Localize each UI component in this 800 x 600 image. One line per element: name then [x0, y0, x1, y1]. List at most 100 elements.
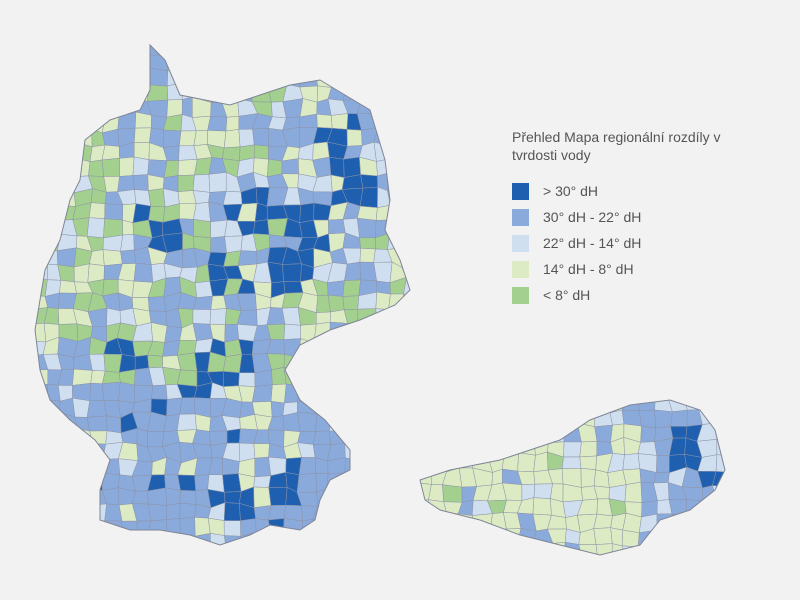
region — [344, 400, 364, 415]
region — [372, 446, 392, 463]
region — [237, 85, 253, 102]
region — [251, 68, 272, 86]
region — [60, 68, 79, 89]
region — [375, 204, 393, 221]
region — [296, 473, 317, 493]
region — [44, 501, 64, 523]
region — [622, 512, 642, 534]
region — [402, 504, 410, 519]
region — [104, 203, 124, 221]
region — [389, 502, 407, 524]
region — [372, 519, 391, 539]
region — [267, 45, 289, 55]
region — [222, 191, 243, 206]
region — [282, 52, 303, 71]
region — [223, 520, 241, 537]
region — [472, 437, 489, 456]
region — [388, 340, 408, 358]
region — [42, 460, 61, 475]
region — [361, 354, 377, 373]
region — [406, 353, 410, 373]
region — [282, 263, 302, 282]
region — [404, 45, 410, 57]
region — [316, 113, 333, 129]
region — [74, 45, 92, 58]
region — [194, 338, 214, 353]
region — [344, 501, 363, 520]
region — [358, 446, 375, 462]
region — [356, 205, 378, 221]
region — [343, 370, 363, 385]
region — [561, 456, 582, 469]
region — [344, 457, 363, 478]
legend-label: > 30° dH — [543, 183, 599, 199]
region — [299, 70, 318, 88]
region — [223, 502, 241, 521]
region — [254, 51, 272, 71]
region — [46, 399, 61, 414]
region — [194, 533, 211, 545]
region — [86, 400, 108, 418]
region — [119, 520, 139, 538]
region — [357, 533, 378, 545]
region — [313, 321, 331, 344]
region — [593, 527, 613, 545]
region — [103, 176, 120, 193]
region — [387, 54, 409, 72]
region — [177, 352, 198, 372]
region — [407, 535, 410, 545]
region — [118, 381, 135, 404]
region — [442, 400, 462, 410]
region — [120, 234, 135, 252]
region — [148, 188, 166, 208]
region — [267, 67, 288, 86]
region — [285, 457, 302, 476]
region — [297, 54, 316, 74]
region — [373, 321, 393, 341]
region — [420, 454, 432, 474]
region — [72, 531, 92, 545]
legend-label: 14° dH - 8° dH — [543, 261, 634, 277]
region — [133, 142, 150, 161]
region — [358, 460, 379, 478]
region — [716, 406, 725, 428]
region — [402, 293, 410, 310]
region — [346, 323, 362, 343]
legend-label: < 8° dH — [543, 287, 591, 303]
region — [593, 513, 613, 529]
region — [35, 501, 48, 522]
region — [116, 53, 139, 73]
region — [477, 400, 492, 409]
region — [374, 533, 391, 545]
region — [253, 219, 270, 235]
region — [193, 219, 212, 239]
region — [297, 412, 318, 433]
region — [177, 159, 198, 176]
region — [102, 69, 123, 88]
region — [622, 453, 641, 471]
region — [390, 157, 407, 176]
region — [179, 502, 197, 519]
region — [458, 527, 477, 543]
region — [442, 467, 463, 488]
region — [315, 413, 332, 432]
legend-item: 30° dH - 22° dH — [512, 204, 762, 230]
region — [162, 129, 182, 148]
region — [102, 381, 121, 401]
region — [193, 55, 214, 69]
region — [35, 397, 48, 416]
region — [58, 443, 77, 462]
region — [359, 186, 378, 208]
region — [74, 69, 91, 89]
region — [401, 247, 410, 268]
region — [41, 173, 62, 191]
region — [472, 407, 492, 425]
region — [151, 384, 168, 400]
region — [389, 45, 407, 58]
region — [194, 517, 211, 537]
region — [312, 518, 329, 533]
region — [405, 400, 410, 418]
region — [116, 535, 139, 545]
region — [282, 45, 299, 58]
